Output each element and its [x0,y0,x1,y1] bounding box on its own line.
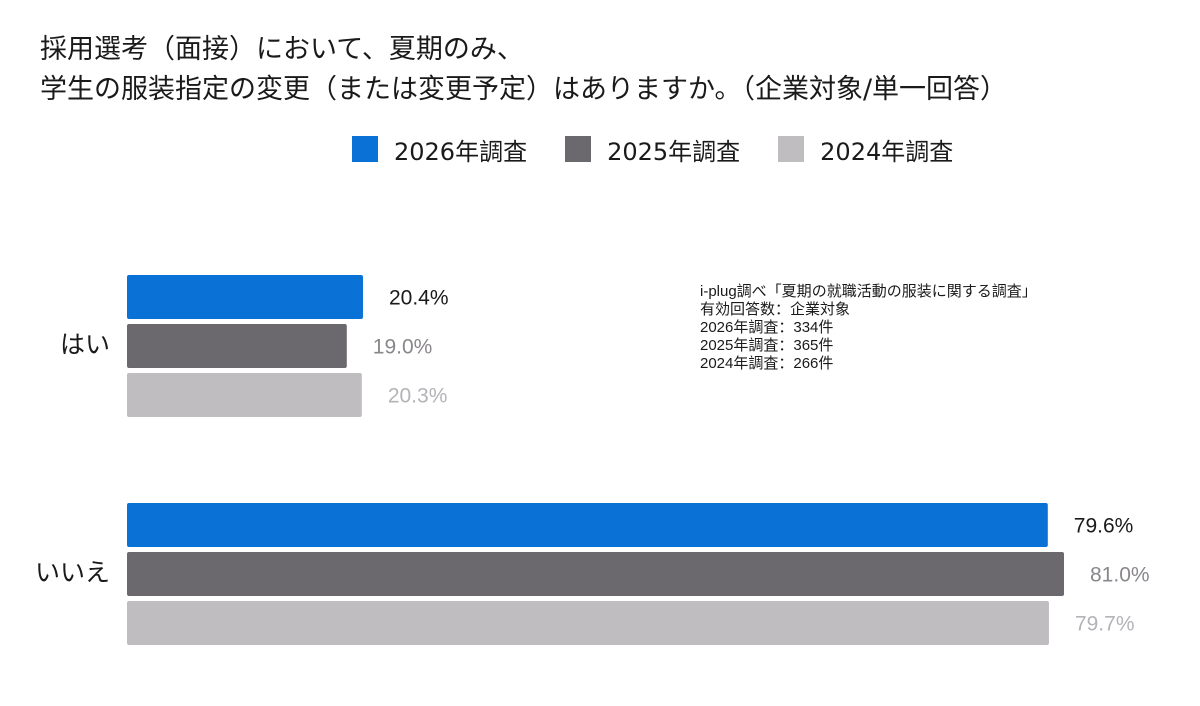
category-label-1: いいえ [35,558,110,587]
survey-note-2025-count: 2025年調査：365件 [700,337,834,354]
data-label-0-1: 19.0% [373,336,433,359]
survey-note-source: i-plug調べ「夏期の就職活動の服装に関する調査」 [700,283,1037,300]
legend-swatch-2024 [778,136,805,162]
bar-1-0 [127,503,1048,547]
survey-note-2024-count: 2024年調査：266件 [700,355,834,372]
legend-item-2024: 2024年調査 [778,132,953,167]
bar-1-1 [127,552,1064,596]
data-label-1-1: 81.0% [1090,564,1150,587]
survey-note-respondents: 有効回答数：企業対象 [700,301,851,318]
bar-1-2 [127,601,1049,645]
category-label-0: はい [60,330,110,359]
survey-note-2026-count: 2026年調査：334件 [700,319,834,336]
chart-title-line-1: 採用選考（面接）において、夏期のみ、 [40,34,524,65]
legend-swatch-2025 [565,136,592,162]
survey-note: i-plug調べ「夏期の就職活動の服装に関する調査」 有効回答数：企業対象 20… [700,283,1037,373]
legend-label-2025: 2025年調査 [607,137,741,166]
data-label-0-0: 20.4% [389,287,449,310]
data-label-1-0: 79.6% [1074,515,1134,538]
bar-0-1 [127,324,347,368]
legend-item-2026: 2026年調査 [352,132,527,167]
bar-0-2 [127,373,362,417]
bar-0-0 [127,275,363,319]
legend-label-2024: 2024年調査 [820,137,954,166]
chart-legend: 2026年調査 2025年調査 2024年調査 [352,132,991,166]
chart-title: 採用選考（面接）において、夏期のみ、 学生の服装指定の変更（または変更予定）はあ… [40,30,1180,110]
data-label-0-2: 20.3% [388,385,448,408]
legend-swatch-2026 [352,136,378,162]
chart-title-line-2: 学生の服装指定の変更（または変更予定）はありますか。（企業対象/単一回答） [40,74,1008,105]
legend-item-2025: 2025年調査 [565,132,740,167]
data-label-1-2: 79.7% [1075,613,1135,636]
legend-label-2026: 2026年調査 [394,137,528,166]
